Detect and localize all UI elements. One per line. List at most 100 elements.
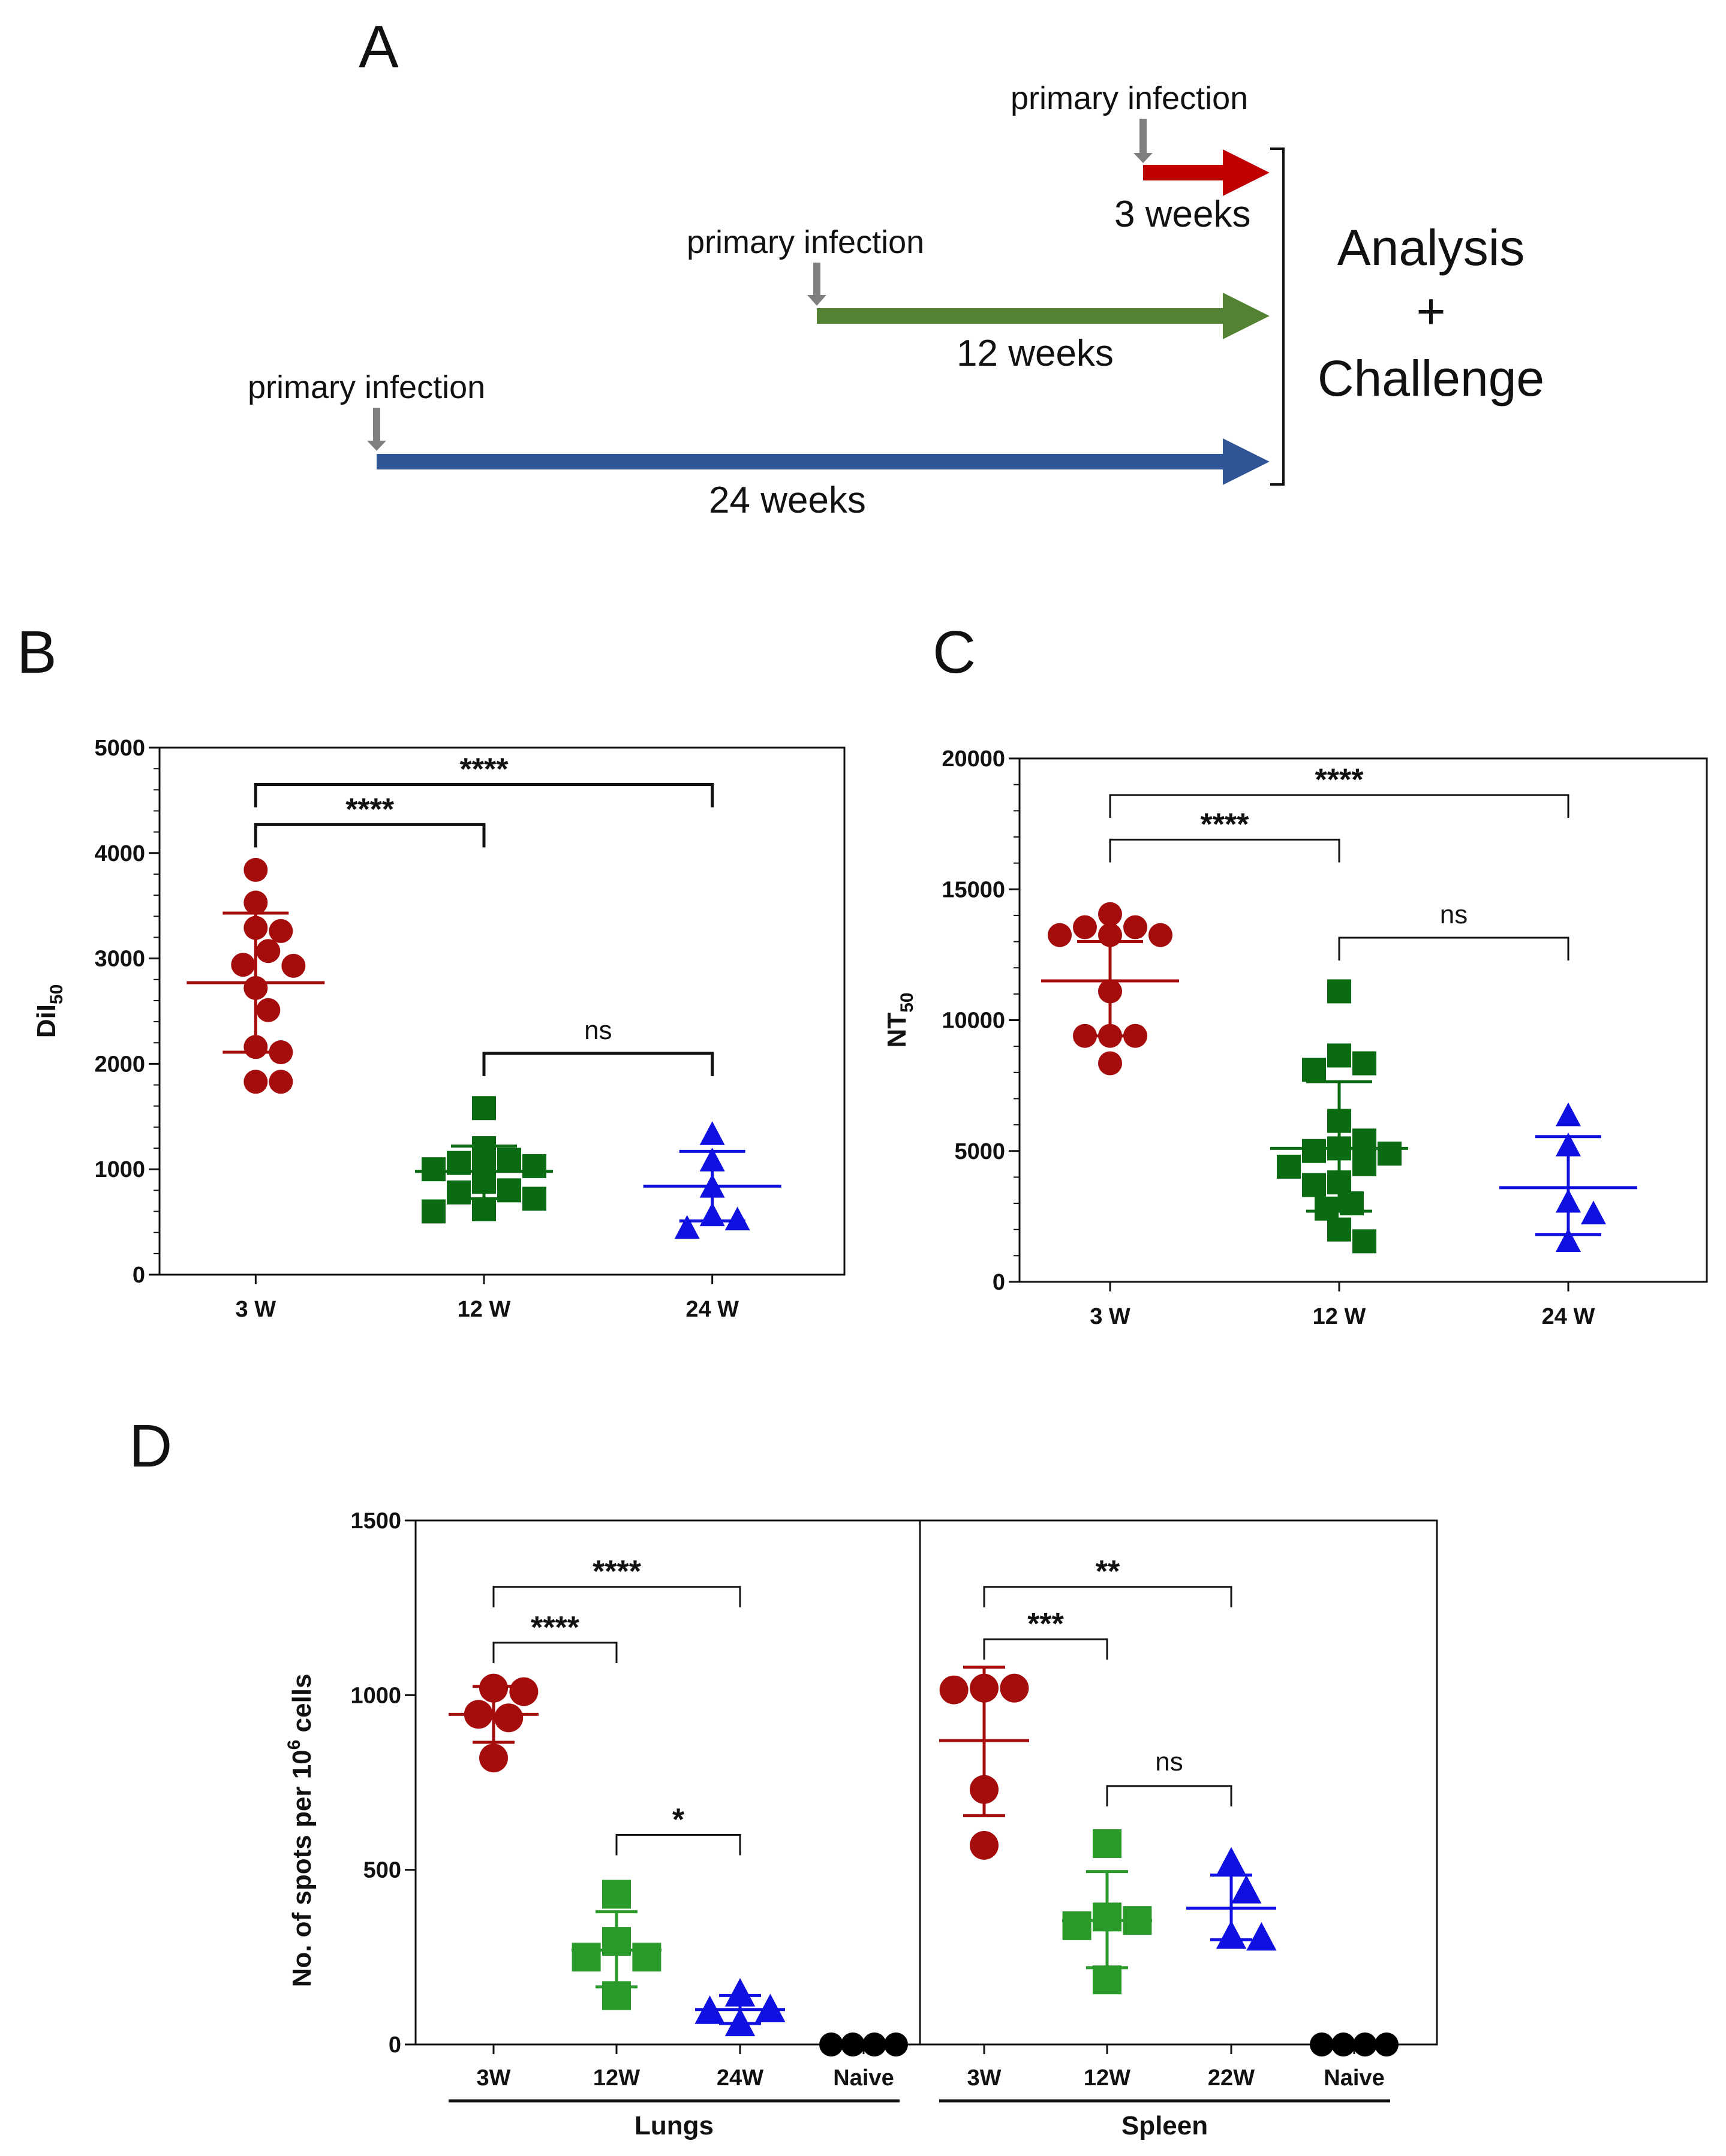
series-naive [1310, 2032, 1399, 2056]
data-point [447, 1180, 471, 1205]
plot-frame [158, 746, 846, 1276]
timeline-bracket [1270, 147, 1285, 486]
group-label: Lungs [635, 2111, 714, 2140]
significance-bracket [983, 1586, 1232, 1607]
data-point [509, 1677, 539, 1706]
data-point [1216, 1847, 1247, 1876]
data-point [841, 2032, 865, 2056]
panel-label-c: C [933, 619, 976, 686]
y-axis-label-subscript: 50 [47, 984, 67, 1004]
x-tick-label: 12 W [458, 1297, 511, 1322]
data-point [699, 1121, 725, 1145]
data-point [269, 1070, 293, 1094]
data-point [884, 2032, 908, 2056]
data-point [1302, 1173, 1326, 1197]
significance-label: ns [584, 1016, 612, 1045]
y-tick-label: 1000 [350, 1683, 401, 1708]
significance-bracket [1106, 1785, 1232, 1806]
series-12w [415, 1096, 553, 1224]
y-tick-label: 1000 [94, 1157, 145, 1182]
data-point [243, 890, 268, 915]
data-point [632, 1943, 661, 1972]
data-point [1302, 1139, 1326, 1163]
data-point [939, 1675, 969, 1705]
data-point [1327, 1217, 1351, 1242]
significance-bracket [1109, 838, 1340, 863]
data-point [1123, 915, 1147, 940]
data-point [256, 939, 281, 963]
significance-bracket [482, 1052, 714, 1076]
data-point [422, 1157, 446, 1182]
x-tick-label: 12W [593, 2065, 640, 2091]
y-tick-label: 1500 [350, 1508, 401, 1534]
timeline-24w-start-label: primary infection [248, 369, 485, 405]
significance-label: ns [1440, 900, 1468, 929]
chart-b-dii50: 0 1000 2000 3000 4000 5000 DiI50 3 W 12 W 24 W ***… [32, 736, 846, 1322]
significance-label: **** [531, 1610, 580, 1645]
data-point [494, 1703, 524, 1733]
data-point [1062, 1911, 1091, 1940]
series-24w [643, 1121, 781, 1239]
data-point [1098, 1051, 1122, 1076]
y-axis-label-main: No. of spots per 10 [287, 1750, 317, 1987]
data-point [256, 998, 281, 1022]
timeline-3w-start-label: primary infection [1011, 80, 1248, 116]
panel-label-b: B [17, 619, 57, 686]
y-axis-label: DiI50 [32, 984, 67, 1038]
data-point [1352, 1229, 1376, 1254]
data-point [1375, 2032, 1399, 2056]
significance-bracket [615, 1833, 741, 1856]
panel-label-a: A [359, 13, 399, 80]
data-point [1378, 1142, 1402, 1166]
data-point [674, 1215, 700, 1239]
data-point [522, 1187, 546, 1211]
x-tick-label: 3 W [1090, 1304, 1130, 1329]
series-24w [694, 1978, 786, 2037]
arrow-down-icon [367, 441, 386, 451]
significance-label: **** [345, 792, 395, 827]
series-3w [449, 1673, 539, 1773]
y-tick-label: 3000 [94, 947, 145, 972]
data-point [1073, 915, 1097, 940]
data-point [1098, 902, 1122, 926]
significance-label: **** [460, 752, 509, 787]
data-point [755, 1994, 786, 2022]
data-point [1556, 1102, 1581, 1127]
data-point [281, 953, 306, 978]
y-axis-label-superscript: 6 [284, 1740, 304, 1750]
data-point [572, 1943, 601, 1972]
data-point [1327, 979, 1351, 1004]
y-axis-label-subscript: 50 [897, 992, 917, 1012]
series-3w [187, 857, 325, 1094]
x-tick-label: 22W [1208, 2065, 1255, 2091]
series-12w [1270, 979, 1408, 1254]
y-tick-label: 2000 [94, 1052, 145, 1077]
y-axis-label-tail: cells [287, 1674, 317, 1740]
y-axis-label-main: NT [882, 1013, 912, 1048]
significance-bracket [983, 1638, 1108, 1660]
data-point [497, 1148, 521, 1172]
data-point [602, 1880, 631, 1909]
series-12w [572, 1880, 661, 2010]
significance-label: * [672, 1802, 685, 1837]
data-point [1352, 1051, 1376, 1076]
series-3w [939, 1666, 1029, 1860]
x-tick-label: Naive [833, 2065, 894, 2091]
arrow-down-icon [1133, 153, 1153, 163]
y-tick-label: 15000 [942, 877, 1005, 902]
data-point [862, 2032, 886, 2056]
data-point [269, 919, 293, 943]
data-point [1556, 1228, 1581, 1252]
data-point [1277, 1154, 1301, 1179]
data-point [522, 1154, 546, 1178]
data-point [1581, 1200, 1606, 1225]
data-point [1093, 1965, 1121, 1995]
timeline-12w-duration: 12 weeks [957, 333, 1114, 374]
data-point [1353, 2032, 1377, 2056]
x-tick-label: 24 W [1542, 1304, 1595, 1329]
y-axis-label: NT50 [882, 992, 917, 1047]
chart-c-nt50: 0 5000 10000 15000 20000 NT50 3 W 12 W 24 W **** *… [882, 746, 1708, 1329]
data-point [819, 2032, 843, 2056]
